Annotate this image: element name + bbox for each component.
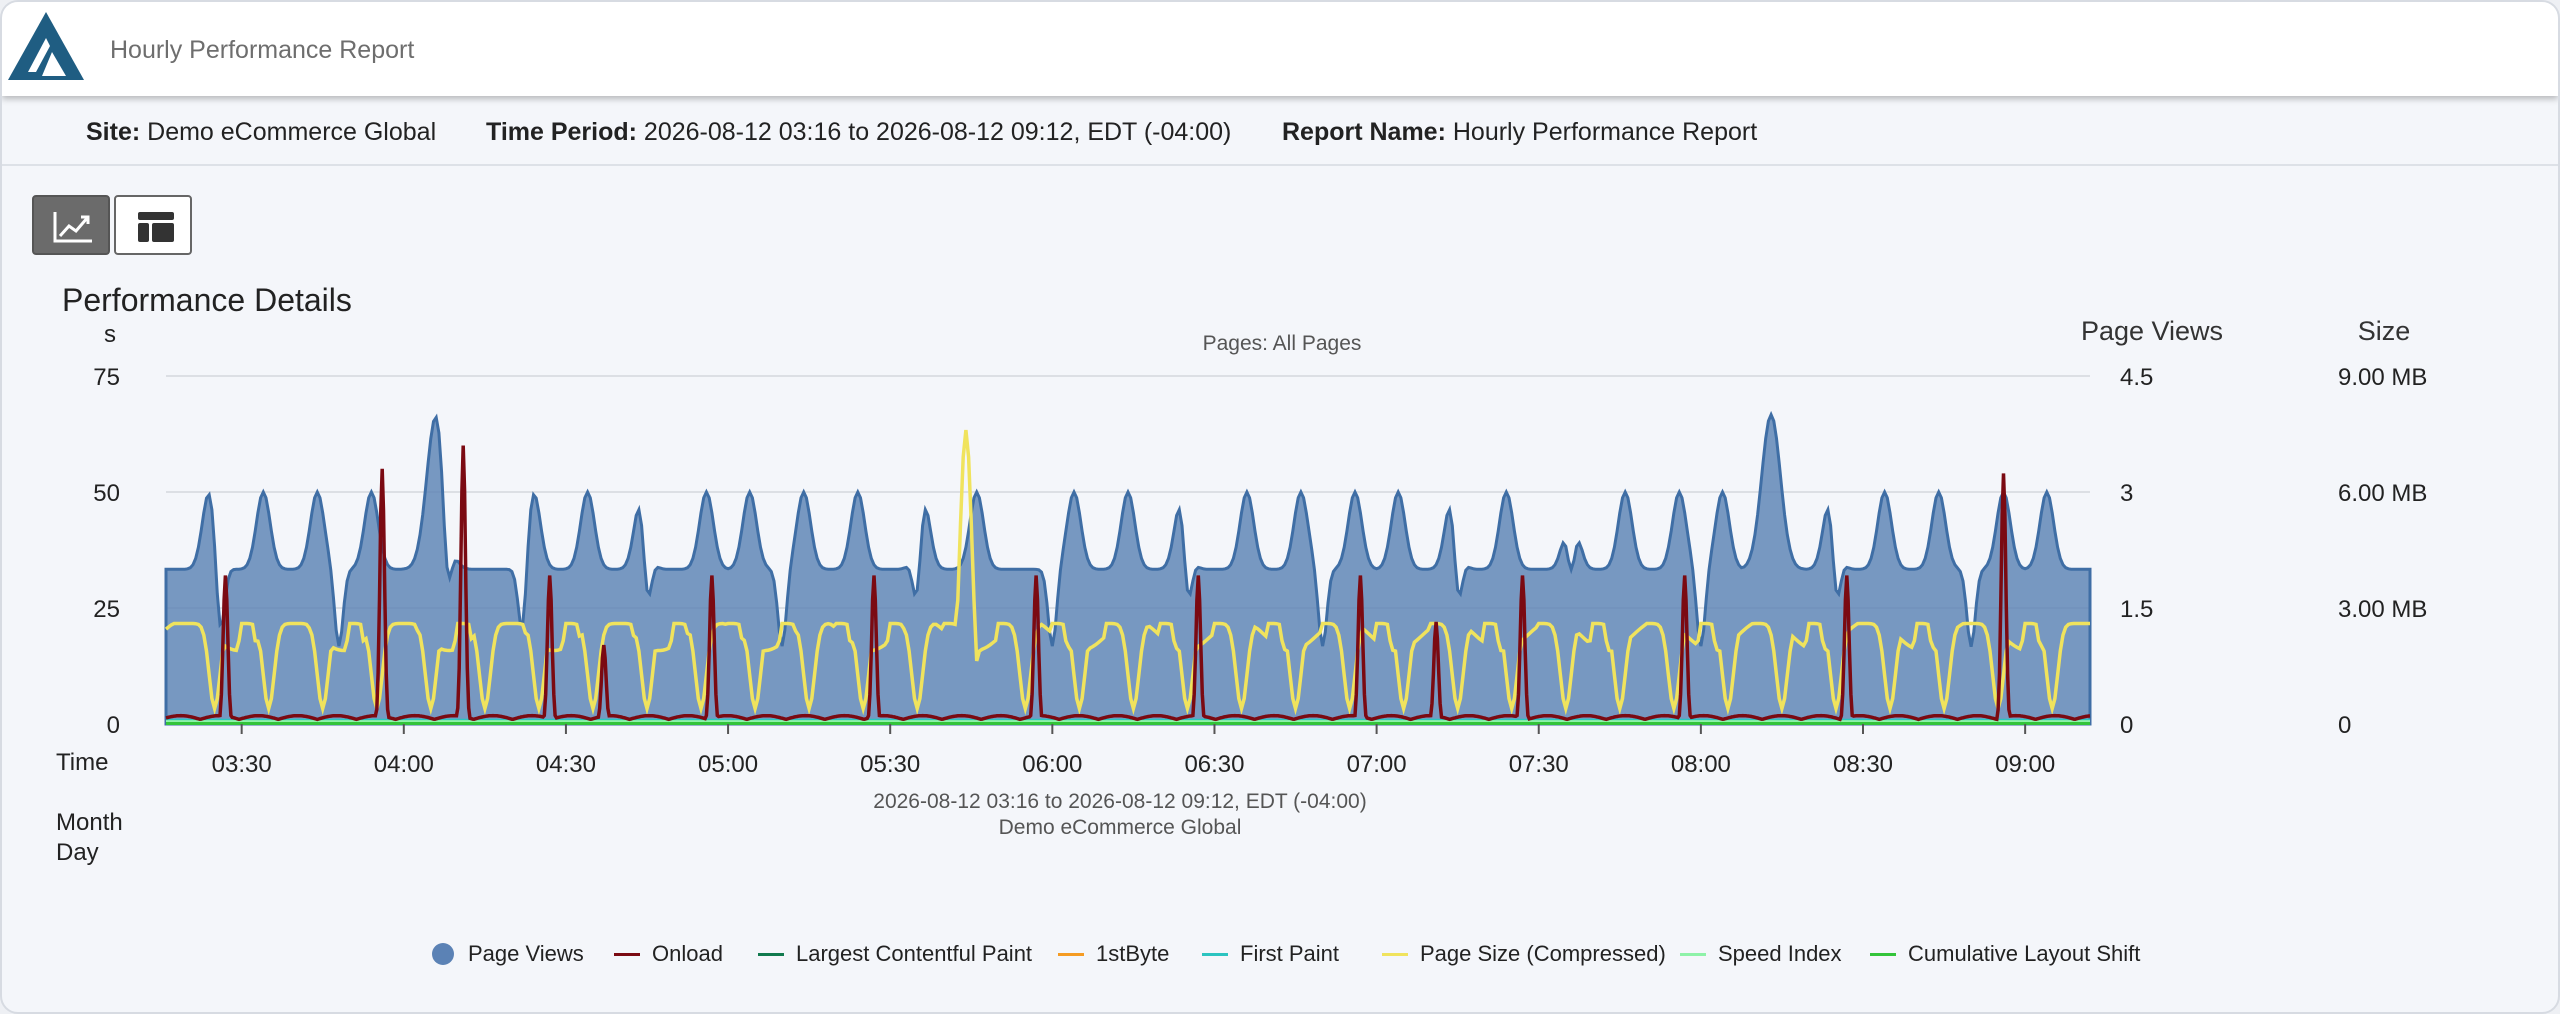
y-size-axis-label: Size <box>2358 316 2411 346</box>
legend-swatch <box>432 943 454 965</box>
legend-label: Page Size (Compressed) <box>1420 941 1666 966</box>
chart-view-button[interactable] <box>32 195 110 255</box>
chart-subtitle: Pages: All Pages <box>1203 332 1362 355</box>
y-left-tick-label: 25 <box>93 596 120 623</box>
legend-label: Speed Index <box>1718 941 1842 966</box>
x-tick-label: 06:00 <box>1022 751 1082 778</box>
x-tick-label: 07:00 <box>1347 751 1407 778</box>
site-value: Demo eCommerce Global <box>147 118 437 146</box>
x-tick-label: 05:30 <box>860 751 920 778</box>
x-caption-period: 2026-08-12 03:16 to 2026-08-12 09:12, ED… <box>873 790 1366 813</box>
x-tick-label: 06:30 <box>1184 751 1244 778</box>
y-views-tick-label: 4.5 <box>2120 364 2153 391</box>
section-title: Performance Details <box>62 282 352 318</box>
period-value: 2026-08-12 03:16 to 2026-08-12 09:12, ED… <box>643 118 1232 146</box>
chart-legend: Page Views Onload Largest Contentful Paint… <box>2 938 2558 970</box>
legend-label: 1stByte <box>1096 941 1170 966</box>
y-left-tick-label: 75 <box>93 364 120 391</box>
table-view-button[interactable] <box>114 195 192 255</box>
onload-line <box>165 445 2091 722</box>
y-views-tick-label: 3 <box>2120 480 2133 507</box>
site-label: Site: <box>86 118 141 146</box>
y-size-tick-label: 3.00 MB <box>2338 596 2427 623</box>
x-axis-label-time: Time <box>56 749 108 776</box>
x-tick-label: 05:00 <box>698 751 758 778</box>
page-size-line <box>164 429 2090 716</box>
legend-swatch <box>1870 953 1896 956</box>
period-label: Time Period: <box>486 118 637 146</box>
period-info: Time Period: 2026-08-12 03:16 to 2026-08… <box>486 118 1231 147</box>
legend-swatch <box>1202 953 1228 956</box>
x-tick-label: 09:00 <box>1995 751 2055 778</box>
y-views-axis-label: Page Views <box>2081 316 2223 346</box>
app-title: Hourly Performance Report <box>110 36 415 64</box>
legend-label: Cumulative Layout Shift <box>1908 941 2141 966</box>
x-tick-label: 03:30 <box>212 751 272 778</box>
site-info: Site: Demo eCommerce Global <box>86 118 436 147</box>
top-bar: Hourly Performance Report <box>2 2 2558 96</box>
y-left-tick-label: 50 <box>93 480 120 507</box>
legend-label: Page Views <box>468 941 584 966</box>
y-views-tick-label: 1.5 <box>2120 596 2153 623</box>
x-tick-label: 07:30 <box>1509 751 1569 778</box>
y-size-tick-label: 6.00 MB <box>2338 480 2427 507</box>
y-views-tick-label: 0 <box>2120 712 2133 739</box>
legend-label: Largest Contentful Paint <box>796 941 1033 966</box>
legend-swatch <box>614 953 640 956</box>
legend-swatch <box>758 953 784 956</box>
line-chart-icon <box>53 212 92 243</box>
report-name-info: Report Name: Hourly Performance Report <box>1282 118 1757 147</box>
y-size-tick-label: 0 <box>2338 712 2351 739</box>
x-tick-label: 04:30 <box>536 751 596 778</box>
legend-label: Onload <box>652 941 723 966</box>
legend-swatch <box>1680 953 1706 956</box>
x-tick-label: 04:00 <box>374 751 434 778</box>
x-caption-site: Demo eCommerce Global <box>999 816 1242 839</box>
y-left-axis-label: s <box>104 321 116 348</box>
y-left-tick-label: 0 <box>107 712 120 739</box>
legend-swatch <box>1382 953 1408 956</box>
x-tick-label: 08:30 <box>1833 751 1893 778</box>
legend-label: First Paint <box>1240 941 1340 966</box>
legend-swatch <box>1058 953 1084 956</box>
y-size-tick-label: 9.00 MB <box>2338 364 2427 391</box>
x-tick-label: 08:00 <box>1671 751 1731 778</box>
report-name-label: Report Name: <box>1282 118 1446 146</box>
table-layout-icon <box>138 212 174 242</box>
report-name-value: Hourly Performance Report <box>1452 118 1758 146</box>
x-axis-label-month: Month <box>56 809 123 836</box>
brand-logo-icon <box>8 12 84 80</box>
report-info-bar: Site: Demo eCommerce Global Time Period:… <box>2 98 2558 166</box>
x-axis-label-day: Day <box>56 839 99 866</box>
